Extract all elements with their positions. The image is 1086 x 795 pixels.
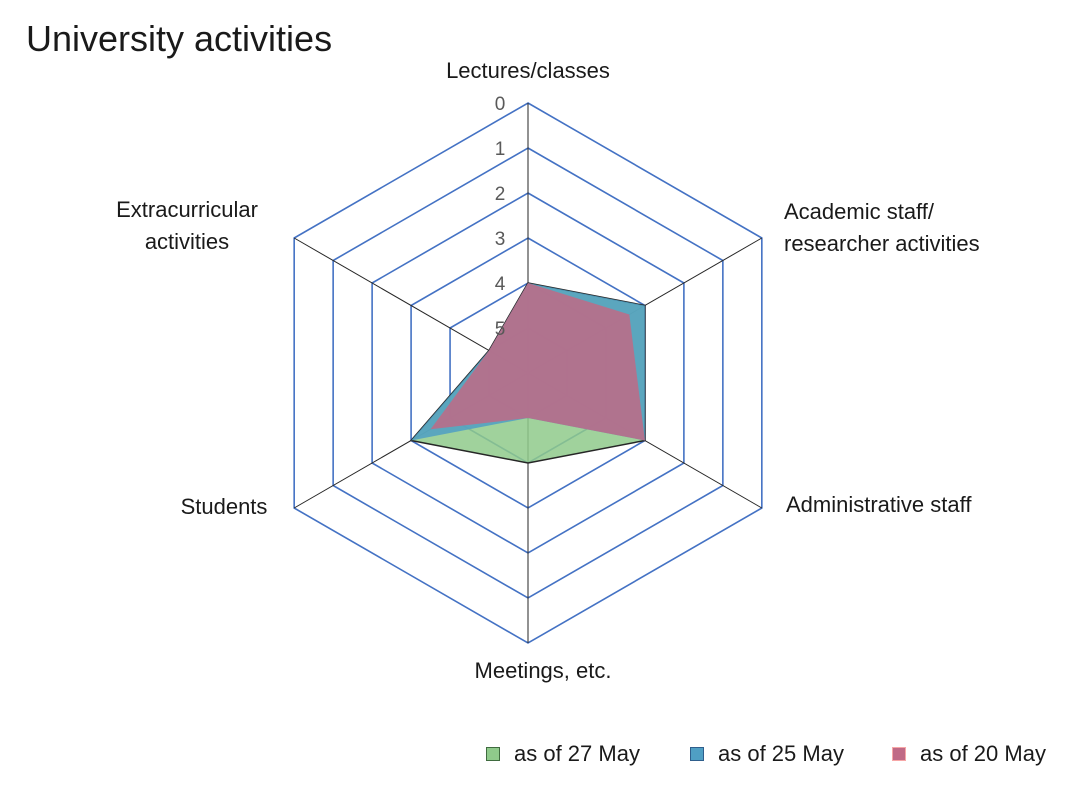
axis-label-line: Academic staff/ [784, 199, 935, 224]
axis-label: Lectures/classes [446, 58, 610, 83]
legend-label-20-may: as of 20 May [920, 741, 1046, 766]
chart-title: University activities [26, 18, 333, 59]
legend-swatch-20-may [892, 747, 906, 761]
tick-label: 2 [495, 184, 506, 205]
legend-swatch-27-may [486, 747, 500, 761]
axis-label-line: activities [145, 229, 229, 254]
axis-label: Administrative staff [786, 492, 972, 517]
radial-tick-labels: 0 1 2 3 4 5 [495, 94, 506, 340]
axis-label: Meetings, etc. [475, 658, 612, 683]
axis-label-line: researcher activities [784, 231, 980, 256]
axis-label: Students [181, 494, 268, 519]
legend-label-27-may: as of 27 May [514, 741, 640, 766]
tick-label: 1 [495, 139, 506, 160]
tick-label: 5 [495, 319, 506, 340]
axis-label-line: Students [181, 494, 268, 519]
axis-label-line: Meetings, etc. [475, 658, 612, 683]
axis-label-line: Lectures/classes [446, 58, 610, 83]
legend-swatch-25-may [690, 747, 704, 761]
legend-item-20-may: as of 20 May [892, 741, 1046, 767]
legend-item-25-may: as of 25 May [690, 741, 844, 767]
legend: as of 27 May as of 25 May as of 20 May [486, 741, 1066, 771]
tick-label: 0 [495, 94, 506, 115]
axis-label: Extracurricular activities [116, 197, 258, 254]
series-area [430, 283, 645, 441]
legend-label-25-may: as of 25 May [718, 741, 844, 766]
legend-item-27-may: as of 27 May [486, 741, 640, 767]
axis-label-line: Extracurricular [116, 197, 258, 222]
tick-label: 3 [495, 229, 506, 250]
axis-labels: Lectures/classes Academic staff/researche… [116, 58, 980, 683]
axis-label: Academic staff/researcher activities [784, 199, 980, 256]
axis-label-line: Administrative staff [786, 492, 972, 517]
radar-series [409, 282, 646, 464]
tick-label: 4 [495, 274, 506, 295]
